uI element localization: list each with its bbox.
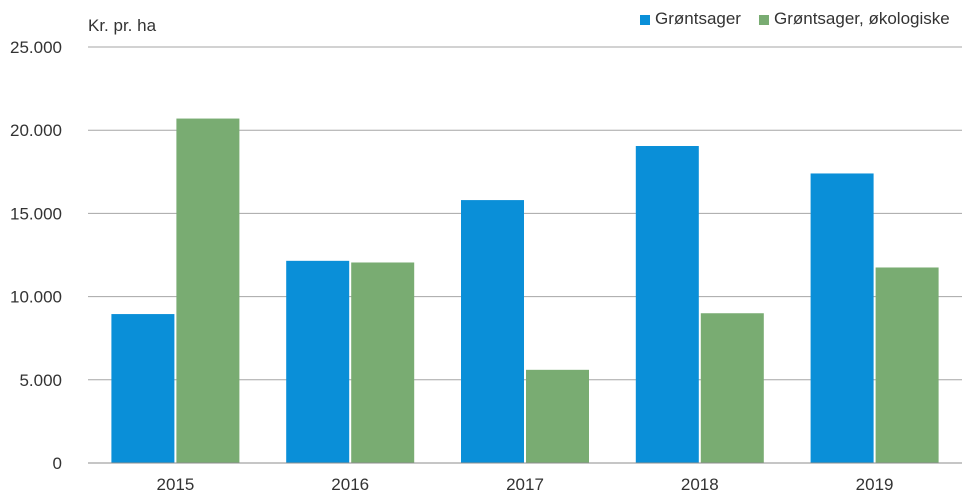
x-tick-label: 2016 [331,475,369,494]
bar-series-2-2018 [700,313,764,463]
y-tick-label: 0 [53,454,62,473]
bar-series-1-2015 [111,314,175,463]
x-tick-label: 2017 [506,475,544,494]
x-tick-label: 2018 [681,475,719,494]
legend-swatch-2 [758,15,769,25]
bar-series-1-2016 [286,260,350,463]
y-tick-label: 20.000 [10,121,62,140]
bar-series-2-2016 [351,262,415,463]
y-axis: 0 5.000 10.000 15.000 20.000 25.000 [10,38,62,473]
bar-series-2-2019 [875,267,939,463]
bar-series-1-2018 [635,146,699,463]
x-axis: 2015 2016 2017 2018 2019 [88,462,962,494]
legend-label-2: Grøntsager, økologiske [774,9,950,28]
x-tick-label: 2019 [856,475,894,494]
y-tick-label: 25.000 [10,38,62,57]
x-tick-label: 2015 [156,475,194,494]
legend-swatch-1 [640,15,650,25]
legend-label-1: Grøntsager [655,9,741,28]
y-tick-label: 15.000 [10,204,62,223]
y-tick-label: 10.000 [10,288,62,307]
y-unit-label: Kr. pr. ha [88,16,157,35]
legend: Grøntsager Grøntsager, økologiske [640,9,950,28]
bar-series-2-2017 [526,369,589,463]
y-tick-label: 5.000 [19,371,62,390]
bar-series-2-2015 [176,118,240,463]
bar-series-1-2019 [810,173,874,464]
bar-series-1-2017 [461,200,524,463]
bars [111,118,939,464]
